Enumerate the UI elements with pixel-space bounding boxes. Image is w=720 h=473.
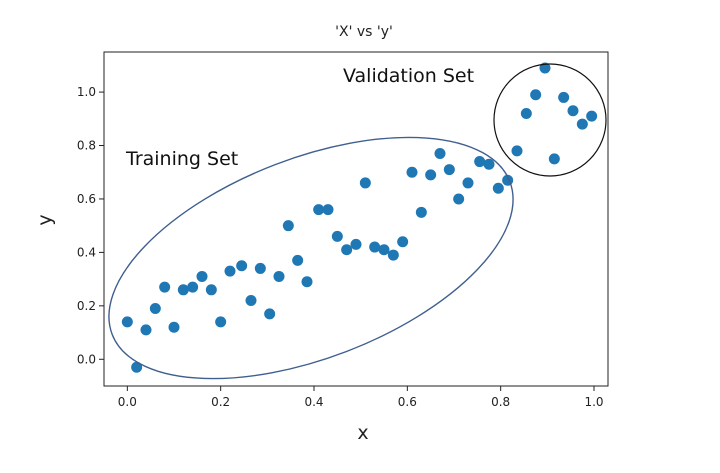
data-point bbox=[187, 281, 199, 293]
chart-title: 'X' vs 'y' bbox=[335, 24, 393, 40]
x-axis-ticks: 0.0 0.2 0.4 0.6 0.8 1.0 bbox=[118, 386, 604, 409]
x-tick-label: 0.0 bbox=[118, 395, 137, 409]
data-point bbox=[313, 204, 325, 216]
data-point bbox=[245, 294, 257, 306]
data-point bbox=[341, 244, 353, 256]
data-point bbox=[282, 220, 294, 232]
validation-set-circle bbox=[493, 63, 607, 177]
data-point bbox=[453, 193, 465, 205]
data-point bbox=[350, 238, 362, 250]
data-point bbox=[530, 89, 542, 101]
x-tick-label: 0.4 bbox=[304, 395, 323, 409]
data-point bbox=[520, 107, 532, 119]
data-point bbox=[205, 284, 217, 296]
data-point bbox=[264, 308, 276, 320]
data-point bbox=[434, 148, 446, 160]
data-point bbox=[131, 361, 143, 373]
y-axis-ticks: 0.0 0.2 0.4 0.6 0.8 1.0 bbox=[77, 85, 104, 366]
data-point bbox=[539, 62, 551, 74]
data-point bbox=[159, 281, 171, 293]
training-set-ellipse bbox=[108, 136, 514, 380]
y-tick-label: 0.0 bbox=[77, 352, 96, 366]
data-point bbox=[567, 105, 579, 117]
data-point bbox=[415, 206, 427, 218]
data-point bbox=[425, 169, 437, 181]
data-points bbox=[121, 62, 598, 373]
data-point bbox=[492, 182, 504, 194]
data-point bbox=[511, 145, 523, 157]
y-tick-label: 0.6 bbox=[77, 192, 96, 206]
data-point bbox=[576, 118, 588, 130]
y-tick-label: 0.2 bbox=[77, 299, 96, 313]
data-point bbox=[301, 276, 313, 288]
x-tick-label: 1.0 bbox=[584, 395, 603, 409]
data-point bbox=[387, 249, 399, 261]
data-point bbox=[331, 230, 343, 242]
y-tick-label: 1.0 bbox=[77, 85, 96, 99]
data-point bbox=[483, 158, 495, 170]
y-tick-label: 0.4 bbox=[77, 245, 96, 259]
data-point bbox=[474, 156, 486, 168]
data-point bbox=[254, 262, 266, 274]
plot-area-frame bbox=[103, 51, 609, 387]
data-point bbox=[378, 244, 390, 256]
data-point bbox=[236, 260, 248, 272]
data-point bbox=[177, 284, 189, 296]
data-point bbox=[168, 321, 180, 333]
data-point bbox=[406, 166, 418, 178]
data-point bbox=[292, 254, 304, 266]
data-point bbox=[149, 303, 161, 315]
data-point bbox=[322, 204, 334, 216]
data-point bbox=[215, 316, 227, 328]
data-point bbox=[121, 316, 133, 328]
x-tick-label: 0.8 bbox=[491, 395, 510, 409]
training-set-label: Training Set bbox=[125, 148, 238, 170]
data-point bbox=[586, 110, 598, 122]
data-point bbox=[558, 91, 570, 103]
data-point bbox=[548, 153, 560, 165]
y-tick-label: 0.8 bbox=[77, 139, 96, 153]
x-tick-label: 0.6 bbox=[398, 395, 417, 409]
y-axis-label: y bbox=[34, 214, 56, 225]
x-axis-label: x bbox=[357, 422, 368, 444]
data-point bbox=[140, 324, 152, 336]
data-point bbox=[224, 265, 236, 277]
data-point bbox=[359, 177, 371, 189]
data-point bbox=[397, 236, 409, 248]
data-point bbox=[196, 270, 208, 282]
data-point bbox=[369, 241, 381, 253]
data-point bbox=[443, 164, 455, 176]
data-point bbox=[273, 270, 285, 282]
validation-set-label: Validation Set bbox=[343, 65, 474, 87]
x-tick-label: 0.2 bbox=[211, 395, 230, 409]
data-point bbox=[462, 177, 474, 189]
